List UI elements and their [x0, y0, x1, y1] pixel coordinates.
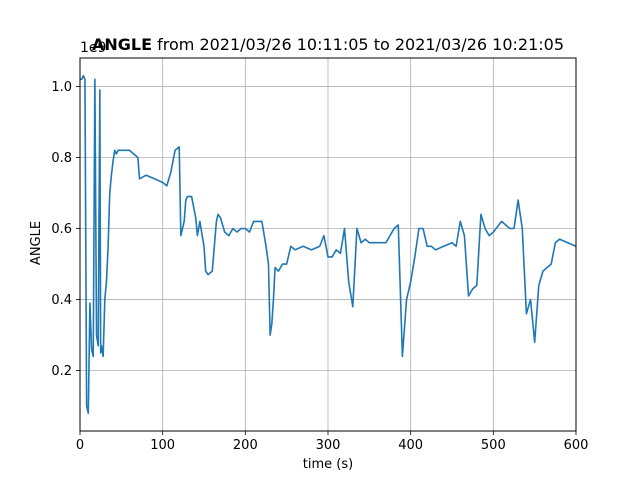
plot-area [80, 74, 577, 415]
series-line [80, 74, 577, 415]
chart-title: ANGLE from 2021/03/26 10:11:05 to 2021/0… [92, 35, 564, 54]
x-tick-label: 0 [76, 438, 84, 453]
x-tick-label: 200 [233, 438, 258, 453]
y-offset-label: 1e9 [80, 40, 106, 56]
chart-title-rest: from 2021/03/26 10:11:05 to 2021/03/26 1… [152, 35, 564, 54]
y-axis-label: ANGLE [29, 221, 44, 265]
x-tick-label: 100 [150, 438, 175, 453]
x-tick-label: 500 [481, 438, 506, 453]
y-tick-label: 1.0 [51, 80, 72, 95]
x-tick-label: 300 [316, 438, 341, 453]
y-tick-label: 0.4 [51, 293, 72, 308]
grid-lines [79, 58, 577, 431]
chart-title-bold: ANGLE [92, 35, 152, 54]
y-tick-label: 0.2 [51, 364, 72, 379]
y-tick-label: 0.8 [51, 151, 72, 166]
x-axis-label: time (s) [303, 457, 353, 472]
y-axis-ticks: 0.2 0.4 0.6 0.8 1.0 [51, 80, 80, 379]
x-tick-label: 600 [564, 438, 589, 453]
x-tick-label: 400 [398, 438, 423, 453]
x-axis-ticks: 0 100 200 300 400 500 600 [76, 431, 589, 453]
y-tick-label: 0.6 [51, 222, 72, 237]
